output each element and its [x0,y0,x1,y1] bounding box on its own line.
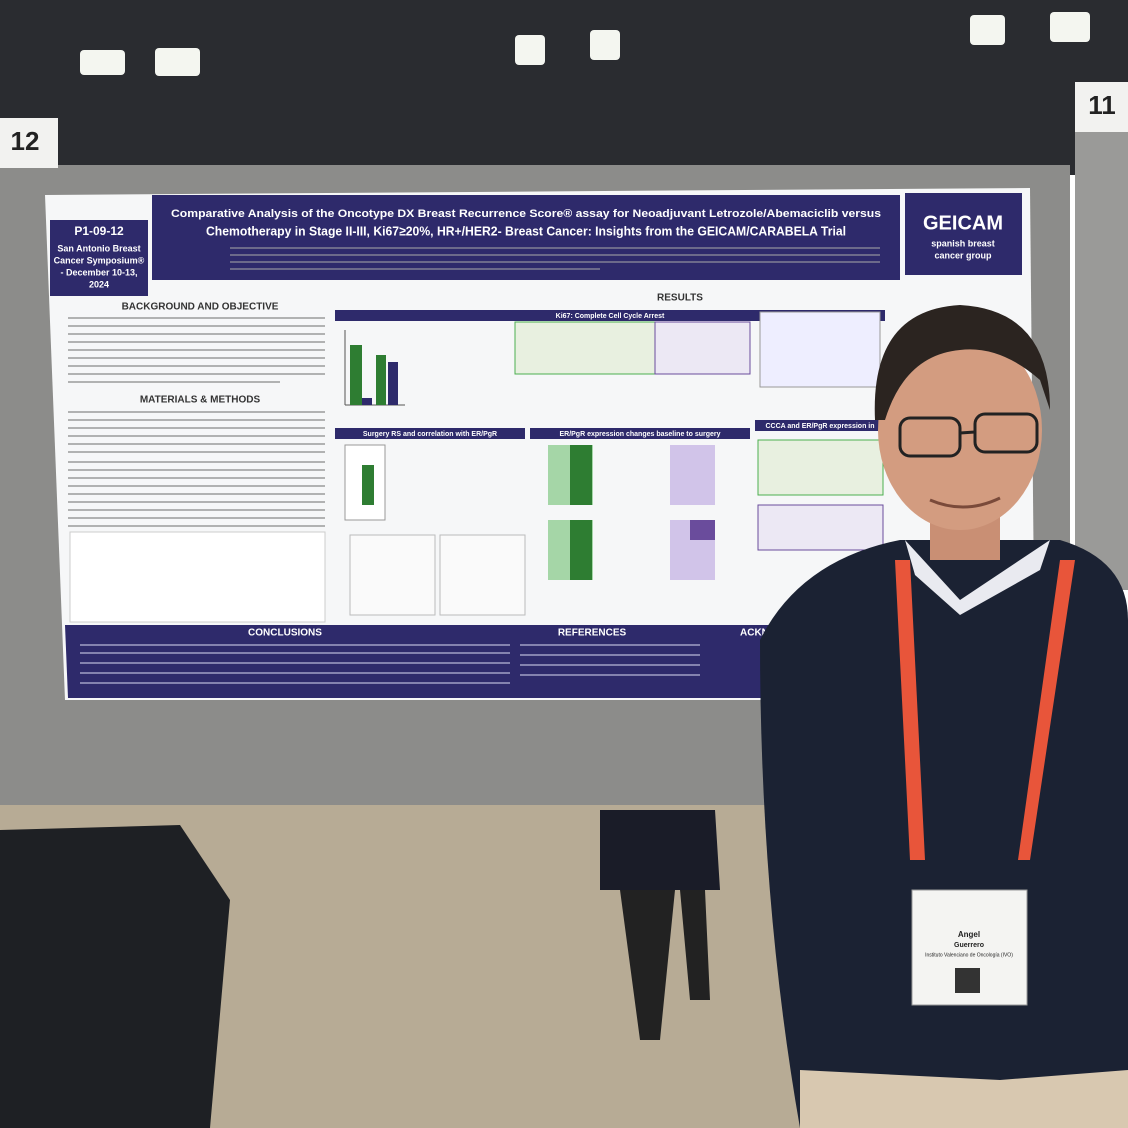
qr-code [955,968,980,993]
conclusion-lines [80,644,700,684]
background-person [600,810,720,890]
poster-board [1075,130,1128,590]
ceiling-lights [80,12,1090,76]
data-tables [514,311,881,388]
panel-title: CCCA and ER/PgR expression in [765,423,874,430]
jacket [0,825,230,1128]
logo-box [905,193,1022,275]
booth-number: 12 [11,126,40,156]
conference: - December 10-13, [60,267,137,277]
conference: 2024 [89,279,109,289]
section-header: CONCLUSIONS [248,628,322,639]
logo: GEICAM [923,212,1003,234]
body-text-lines [68,317,325,527]
glasses [898,412,1039,458]
ceiling [0,0,1128,175]
trousers [800,1070,1128,1128]
poster-title: Comparative Analysis of the Oncotype DX … [171,208,881,220]
poster-figures [344,439,884,616]
lanyard [895,560,1075,860]
hair [874,305,1050,420]
poster-id-box [50,220,148,296]
panel-header [755,420,885,431]
section-header: RESULTS [657,293,703,304]
title-box [152,195,900,280]
poster-id: P1-09-12 [74,224,124,238]
booth-number: 11 [1088,90,1116,120]
background-person [620,890,710,1040]
panel-header [530,428,750,439]
panel-header [335,428,525,439]
logo-subtitle: cancer group [934,250,992,260]
author-lines [230,247,880,270]
poster-title: Chemotherapy in Stage II-III, Ki67≥20%, … [206,223,846,238]
badge-institution: Instituto Valenciano de Oncología (IVO) [925,952,1013,958]
collar [905,540,1050,615]
panel-title: Surgery RS and correlation with ER/PgR [363,431,497,438]
badge-name: Angel [958,930,980,939]
panel-title: Ki67: Complete Cell Cycle Arrest [556,313,665,320]
logo-subtitle: spanish breast [931,238,995,248]
conference: San Antonio Breast [57,243,140,253]
badge-surname: Guerrero [954,942,984,949]
panel-header [335,310,885,321]
section-header: BACKGROUND AND OBJECTIVE [122,302,279,313]
booth-sign [1075,82,1128,132]
smile [929,496,1001,509]
flow-diagram [69,531,326,623]
conference: Cancer Symposium® [54,255,145,265]
booth-sign [0,118,58,168]
section-header: REFERENCES [558,628,627,639]
bar-chart [344,330,405,406]
panel-title: ER/PgR expression changes baseline to su… [559,431,720,438]
sweater [760,540,1128,1128]
section-header: MATERIALS & METHODS [140,395,261,406]
